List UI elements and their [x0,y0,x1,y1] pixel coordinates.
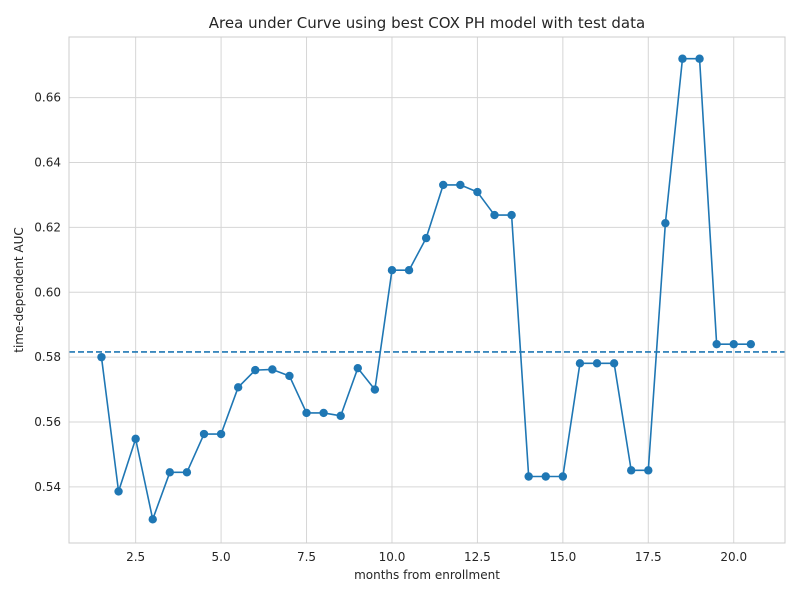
data-point [729,339,738,349]
data-point [268,365,277,374]
data-point [285,371,294,381]
data-point [524,472,533,481]
plot-background [69,37,785,543]
x-tick-label: 12.5 [464,550,491,564]
data-point [661,218,670,228]
data-point [251,365,260,375]
data-point [541,472,550,481]
data-point [421,233,431,243]
data-point [97,352,106,362]
x-tick-label: 5.0 [212,550,231,564]
data-point [182,468,192,477]
data-point [404,266,414,275]
data-point [712,339,721,349]
y-tick-label: 0.62 [34,220,61,234]
data-point [678,54,687,63]
data-point [746,339,756,349]
data-point [575,359,585,368]
data-point [507,210,516,220]
plot-frame [68,36,786,544]
data-point [148,515,157,524]
x-tick-label: 20.0 [720,550,747,564]
data-point [592,359,602,368]
data-point [319,408,328,418]
y-tick-labels: 0.54 0.56 0.58 0.60 0.62 0.64 0.66 [34,91,61,494]
data-point [131,434,140,444]
data-point [627,466,636,475]
data-point [456,180,465,190]
data-point [695,54,704,63]
x-tick-label: 17.5 [635,550,662,564]
y-tick-label: 0.64 [34,156,61,170]
x-tick-label: 7.5 [297,550,316,564]
data-point [336,411,345,421]
y-axis-label: time-dependent AUC [12,227,26,353]
data-point [302,408,311,418]
y-tick-label: 0.60 [34,285,61,299]
data-point [216,429,226,439]
x-axis-label: months from enrollment [354,568,500,582]
data-point [609,359,619,368]
data-point [644,466,653,475]
y-tick-label: 0.54 [34,480,61,494]
data-point [387,266,397,275]
x-tick-label: 10.0 [379,550,406,564]
data-point [233,383,243,392]
x-tick-label: 2.5 [126,550,145,564]
data-point [199,429,209,439]
data-point [439,180,448,190]
y-tick-label: 0.58 [34,350,61,364]
y-tick-label: 0.56 [34,415,61,429]
data-point [165,468,175,477]
chart-title: Area under Curve using best COX PH model… [209,14,645,32]
data-point [370,385,380,394]
series-group [97,54,756,524]
data-point [353,363,362,373]
grid [69,37,785,543]
x-tick-labels: 2.5 5.0 7.5 10.0 12.5 15.0 17.5 20.0 [126,550,747,564]
data-point [114,487,123,496]
data-point [558,472,568,481]
x-tick-label: 15.0 [549,550,576,564]
y-tick-label: 0.66 [34,91,61,105]
data-point [473,187,482,197]
data-point [490,210,499,220]
